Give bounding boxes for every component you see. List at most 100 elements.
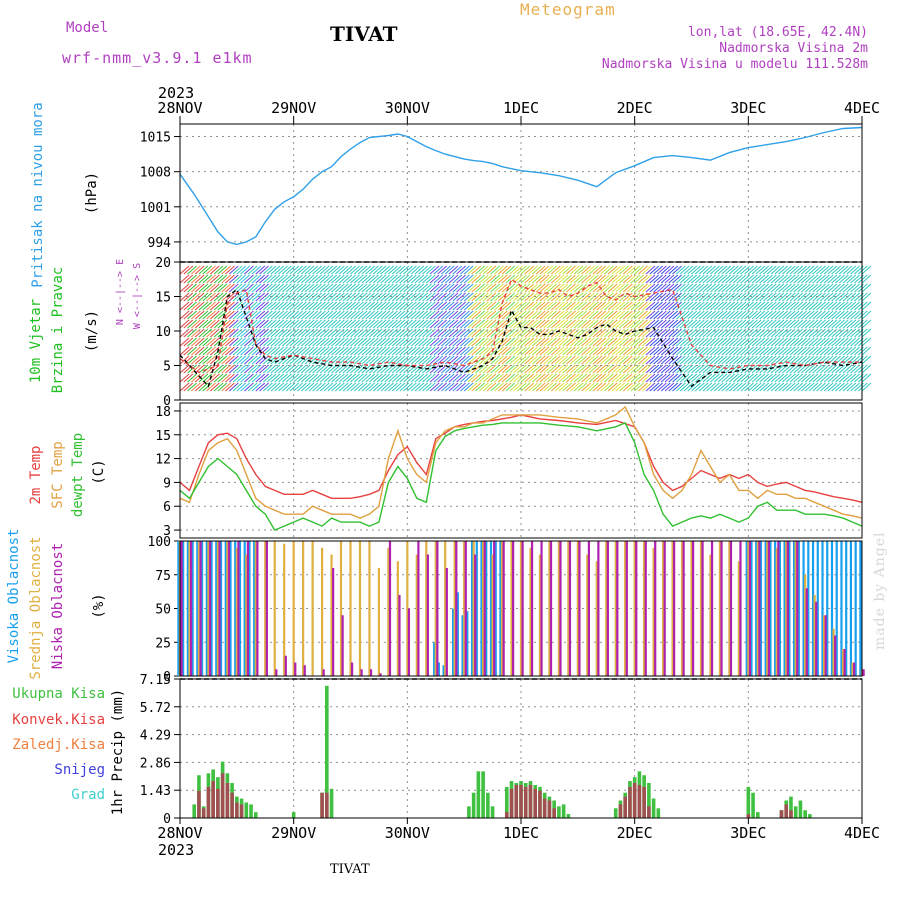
y-tick-label: 0 <box>163 812 171 827</box>
bar <box>802 541 805 676</box>
bar <box>797 541 800 676</box>
bar <box>514 784 519 818</box>
bar <box>491 554 494 676</box>
bar <box>489 541 493 676</box>
bar <box>207 541 210 676</box>
bar <box>180 541 183 676</box>
bar <box>576 541 579 676</box>
wind-unit: (m/s) <box>84 310 100 352</box>
bar <box>651 798 656 818</box>
bar <box>237 541 240 676</box>
bar <box>779 810 784 818</box>
bar <box>197 790 201 818</box>
bar <box>552 808 556 818</box>
precip-legend-item: Snijeg <box>54 762 105 778</box>
bar <box>793 806 798 818</box>
bar <box>463 541 466 676</box>
bar <box>824 615 827 676</box>
bar <box>529 547 532 676</box>
bar <box>718 541 722 676</box>
bar <box>377 568 381 676</box>
y-tick-label: 4.29 <box>140 729 171 744</box>
y-tick-label: 1008 <box>140 166 171 181</box>
bar <box>832 628 835 676</box>
bar <box>849 541 853 676</box>
bar <box>273 541 276 676</box>
bar <box>351 662 354 676</box>
cloud-panel: 0 25 50 75 100 <box>148 535 865 685</box>
bar <box>751 792 755 818</box>
bar <box>680 541 684 676</box>
cloud-series-1 <box>178 541 864 676</box>
bar <box>302 541 305 676</box>
y-tick-label: 25 <box>155 636 171 651</box>
year-bottom: 2023 <box>158 841 194 859</box>
bar <box>230 792 234 818</box>
bar <box>486 792 490 818</box>
bar <box>628 786 632 818</box>
bar <box>358 541 362 676</box>
temperature-line-0 <box>179 414 863 503</box>
bar <box>225 783 230 818</box>
bar <box>764 541 767 676</box>
station-elevation: Nadmorska Visina 2m <box>719 41 868 56</box>
bar <box>654 541 657 676</box>
bar <box>415 554 418 676</box>
bar <box>567 541 570 676</box>
bar <box>789 810 793 818</box>
x-tick-label-top: 30NOV <box>385 99 430 117</box>
bar <box>530 541 534 676</box>
x-tick-label-bottom: 29NOV <box>271 824 316 842</box>
bar <box>671 541 674 676</box>
bar <box>388 541 392 676</box>
bar <box>840 541 843 676</box>
bar <box>246 541 250 676</box>
bar <box>379 673 382 676</box>
bar <box>758 541 761 676</box>
bar <box>766 541 769 676</box>
bar <box>249 804 253 818</box>
x-tick-label-bottom: 2DEC <box>617 824 653 842</box>
bar <box>853 662 856 676</box>
location-info: lon,lat (18.65E, 42.4N) <box>687 25 868 40</box>
bar <box>559 541 562 676</box>
bar <box>215 541 218 676</box>
bar <box>396 561 399 676</box>
bar <box>227 541 231 676</box>
bar <box>461 615 464 676</box>
bar <box>519 541 523 676</box>
temperature-frame <box>179 402 863 539</box>
bar <box>739 541 742 676</box>
x-tick-label-top: 28NOV <box>157 99 202 117</box>
bar <box>433 642 436 676</box>
bar <box>481 771 485 818</box>
bar <box>208 541 212 676</box>
bar <box>197 541 201 676</box>
bar <box>642 786 646 818</box>
bar <box>303 665 306 676</box>
bar <box>841 649 845 676</box>
bar <box>625 541 628 676</box>
bar <box>512 541 515 676</box>
bar <box>265 541 268 676</box>
pressure-unit: (hPa) <box>84 172 100 214</box>
bar <box>728 541 731 676</box>
bar <box>219 541 223 676</box>
x-tick-label-bottom: 28NOV <box>157 824 202 842</box>
precip-panel: 0 1.43 2.86 4.29 5.72 7.15 <box>140 673 863 827</box>
wind-barbs-layer <box>179 265 872 392</box>
bar <box>777 541 780 676</box>
x-tick-label-top: 3DEC <box>730 99 766 117</box>
temp-sfc-label: SFC Temp <box>50 441 66 508</box>
bar <box>587 541 591 676</box>
bar <box>623 796 627 818</box>
y-tick-label: 7.15 <box>140 673 171 688</box>
bar <box>647 806 651 818</box>
bar <box>490 806 495 818</box>
bar <box>224 541 227 676</box>
bar <box>845 541 848 676</box>
bar <box>851 662 854 676</box>
y-tick-label: 100 <box>148 535 171 550</box>
bar <box>471 792 476 818</box>
model-elevation: Nadmorska Visina u modelu 111.528m <box>601 57 868 72</box>
